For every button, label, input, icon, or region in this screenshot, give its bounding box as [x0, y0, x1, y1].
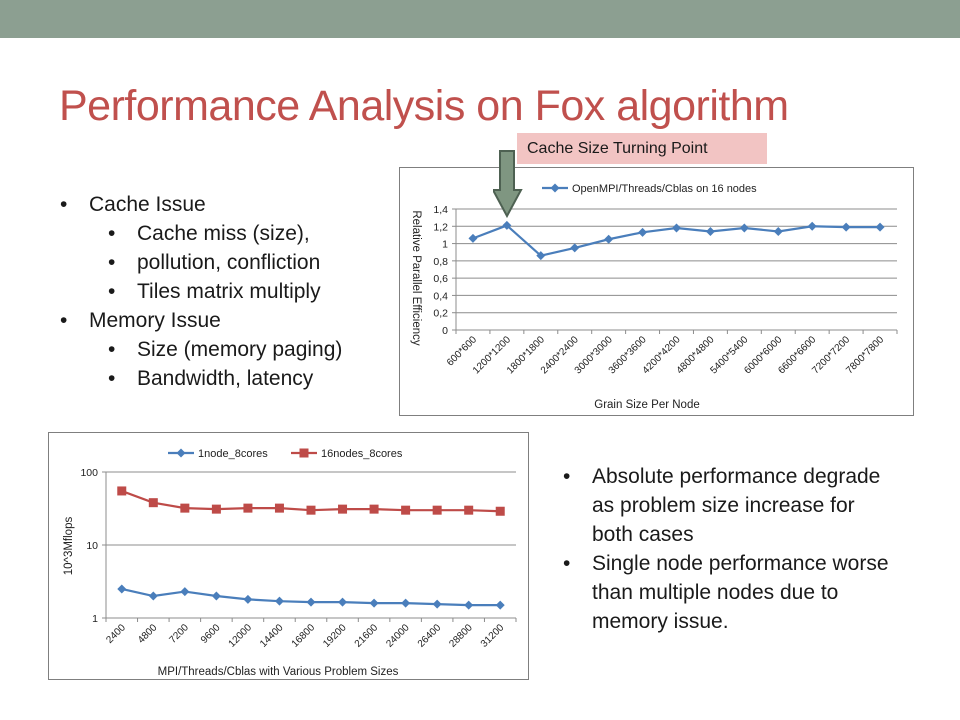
mflops-chart-data-point: [401, 505, 411, 515]
efficiency-chart-y-tick-label: 0,6: [433, 273, 448, 285]
mflops-chart-data-point: [495, 506, 505, 516]
bullet-size-paging: Size (memory paging): [60, 335, 342, 364]
efficiency-chart-data-point: [468, 233, 478, 243]
mflops-chart-data-point: [306, 505, 316, 515]
efficiency-chart-data-point: [604, 234, 614, 244]
mflops-chart-data-point: [464, 600, 474, 610]
mflops-chart-legend-marker: [176, 448, 186, 458]
mflops-chart-x-tick-label: 12000: [227, 622, 255, 650]
efficiency-chart-svg: 00,20,40,60,811,21,4600*6001200*12001800…: [410, 183, 898, 411]
callout-box: Cache Size Turning Point: [517, 133, 767, 164]
mflops-chart-x-tick-label: 19200: [321, 622, 349, 650]
efficiency-chart-data-point: [570, 243, 580, 253]
mflops-chart-y-tick-label: 10: [86, 540, 98, 552]
mflops-chart-data-point: [306, 597, 316, 607]
mflops-chart-x-tick-label: 21600: [353, 622, 381, 650]
mflops-chart-series-2: [117, 486, 505, 516]
efficiency-chart-data-point: [841, 222, 851, 232]
mflops-chart-data-point: [369, 504, 379, 514]
mflops-chart-x-tick-label: 7200: [167, 622, 191, 646]
efficiency-chart-x-axis-title: Grain Size Per Node: [594, 399, 699, 411]
slide-title: Performance Analysis on Fox algorithm: [59, 82, 789, 130]
mflops-chart-y-tick-label: 100: [80, 467, 98, 479]
mflops-chart-data-point: [117, 486, 127, 496]
mflops-chart-x-tick-label: 24000: [384, 622, 412, 650]
mflops-chart-data-point: [274, 503, 284, 513]
mflops-chart-data-point: [243, 503, 253, 513]
top-banner: [0, 0, 960, 38]
mflops-chart-data-point: [243, 594, 253, 604]
mflops-chart-data-point: [338, 504, 348, 514]
mflops-chart-data-point: [211, 504, 221, 514]
efficiency-chart-y-tick-label: 0,2: [433, 308, 448, 320]
mflops-chart-data-point: [464, 505, 474, 515]
mflops-chart-x-tick-label: 9600: [199, 622, 223, 646]
bullet-bandwidth: Bandwidth, latency: [60, 364, 342, 393]
efficiency-chart-data-point: [502, 220, 512, 230]
efficiency-chart-y-axis-title: Relative Parallel Efficiency: [410, 210, 422, 346]
mflops-chart-svg: 1 10 100 2400 4800 7200 9600 12000 14400 16800 192…: [63, 448, 517, 678]
mflops-chart-data-point: [432, 505, 442, 515]
mflops-chart-legend-marker: [299, 448, 309, 458]
efficiency-chart: 0 0,2 0,4 0,6 0,8 1 1,2 1,4 600*600 1200*1200 1800…: [399, 167, 914, 416]
mflops-chart-x-tick-label: 16800: [290, 622, 318, 650]
mflops-chart-series-1: [117, 584, 505, 610]
mflops-chart-x-tick-label: 2400: [104, 622, 128, 646]
mflops-chart-data-point: [274, 596, 284, 606]
mflops-chart-x-tick-label: 28800: [447, 622, 475, 650]
efficiency-chart-y-tick-label: 1: [442, 239, 448, 251]
efficiency-chart-data-point: [875, 222, 885, 232]
efficiency-chart-data-point: [739, 223, 749, 233]
mflops-chart-x-tick-label: 4800: [136, 622, 160, 646]
efficiency-chart-data-point: [807, 221, 817, 231]
mflops-chart-y-axis-title: 10^3Mflops: [63, 517, 75, 576]
efficiency-chart-y-tick-label: 0,4: [433, 290, 448, 302]
right-bullet-list: Absolute performance degrade as problem …: [563, 462, 893, 636]
bullet-absolute-performance: Absolute performance degrade as problem …: [563, 462, 893, 549]
efficiency-chart-y-tick-label: 0,8: [433, 256, 448, 268]
efficiency-chart-data-point: [672, 223, 681, 233]
efficiency-chart-y-tick-label: 0: [442, 325, 448, 337]
mflops-chart-data-point: [401, 598, 411, 608]
bullet-cache-miss-continued: pollution, confliction: [60, 248, 342, 277]
efficiency-chart-y-tick-label: 1,2: [433, 221, 448, 233]
efficiency-chart-series-1: [468, 220, 885, 261]
mflops-chart-data-point: [148, 591, 158, 601]
mflops-chart-x-axis-title: MPI/Threads/Cblas with Various Problem S…: [158, 666, 399, 678]
mflops-chart-y-tick-label: 1: [92, 613, 98, 625]
efficiency-chart-data-point: [705, 226, 715, 236]
efficiency-chart-y-tick-label: 1,4: [433, 204, 448, 216]
mflops-chart-x-tick-label: 14400: [258, 622, 286, 650]
mflops-chart-legend-label: 16nodes_8cores: [321, 448, 403, 460]
efficiency-chart-data-point: [536, 251, 546, 261]
mflops-chart-data-point: [117, 584, 127, 594]
efficiency-chart-legend-label: OpenMPI/Threads/Cblas on 16 nodes: [572, 183, 757, 195]
efficiency-chart-x-tick-label: 600*600: [445, 334, 479, 368]
bullet-memory-issue: Memory Issue: [60, 306, 342, 335]
mflops-chart-data-point: [180, 587, 190, 597]
left-bullet-list: Cache Issue Cache miss (size), pollution…: [60, 190, 342, 393]
mflops-chart-data-point: [180, 503, 190, 513]
bullet-cache-miss: Cache miss (size),: [60, 219, 342, 248]
down-arrow-icon: [493, 150, 523, 218]
mflops-chart-data-point: [432, 599, 442, 609]
efficiency-chart-data-point: [638, 227, 648, 237]
mflops-chart-x-tick-label: 31200: [479, 622, 507, 650]
mflops-chart-data-point: [369, 598, 379, 608]
mflops-chart-data-point: [211, 591, 221, 601]
mflops-chart: 1 10 100 2400 4800 7200 9600 12000 14400 16800 192…: [48, 432, 529, 680]
mflops-chart-data-point: [148, 498, 158, 508]
efficiency-chart-legend-marker: [550, 183, 560, 193]
bullet-tiles-matrix: Tiles matrix multiply: [60, 277, 342, 306]
mflops-chart-data-point: [338, 597, 348, 607]
mflops-chart-data-point: [495, 600, 505, 610]
mflops-chart-legend-label: 1node_8cores: [198, 448, 268, 460]
efficiency-chart-data-point: [773, 226, 783, 236]
bullet-cache-issue: Cache Issue: [60, 190, 342, 219]
bullet-single-node: Single node performance worse than multi…: [563, 549, 893, 636]
mflops-chart-x-tick-label: 26400: [416, 622, 444, 650]
